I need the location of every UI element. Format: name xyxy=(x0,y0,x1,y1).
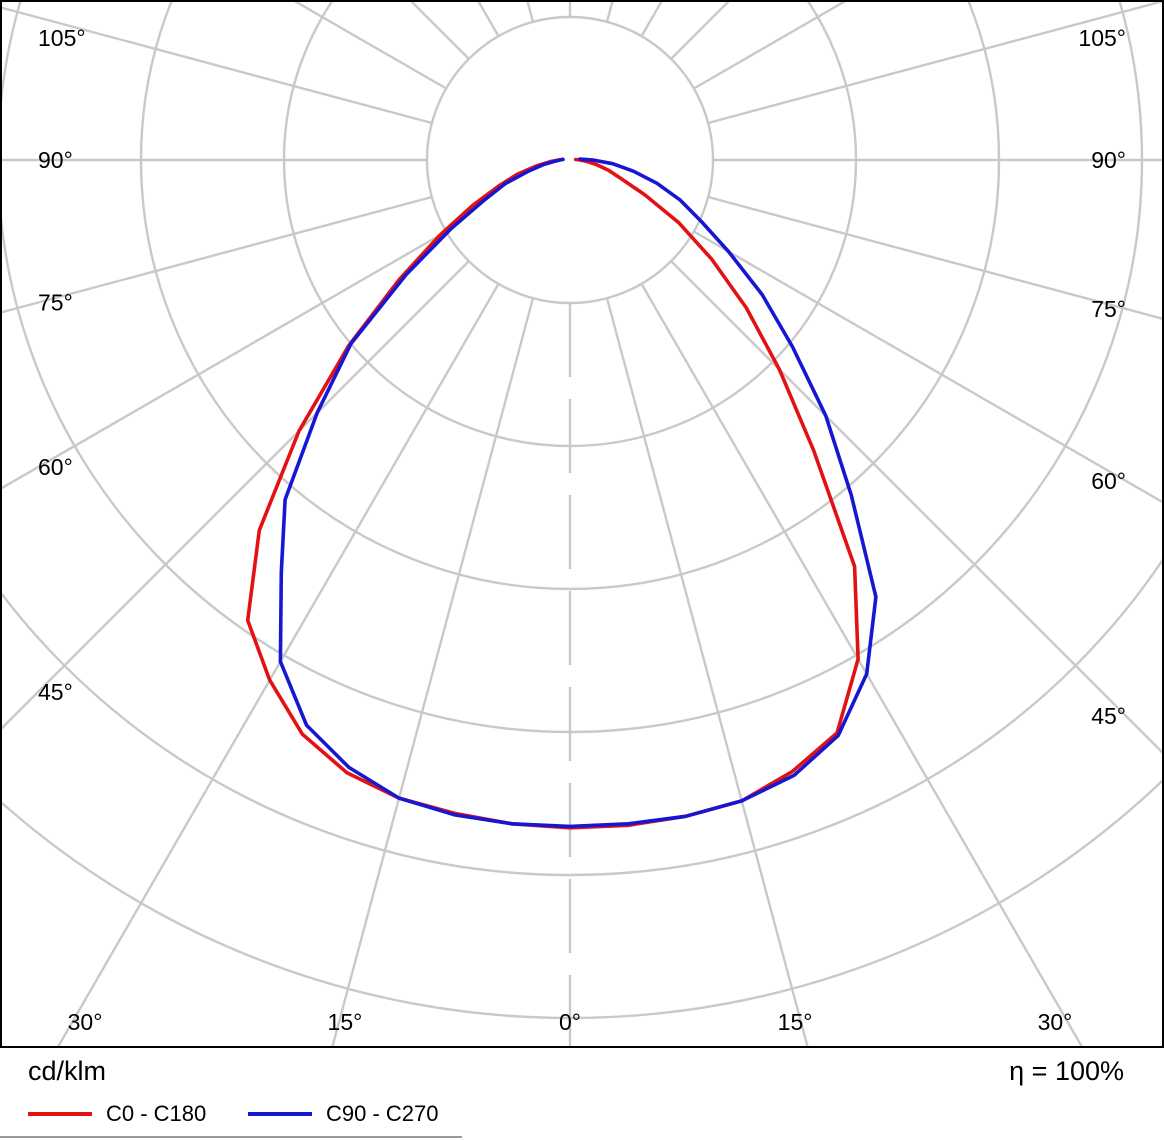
chart-footer: cd/klm η = 100% xyxy=(0,1052,1164,1092)
legend-label-c0-c180: C0 - C180 xyxy=(106,1101,207,1126)
svg-text:90°: 90° xyxy=(38,147,73,173)
svg-text:45°: 45° xyxy=(38,679,73,705)
svg-text:30°: 30° xyxy=(68,1009,103,1035)
svg-text:105°: 105° xyxy=(1078,25,1126,51)
efficiency-label: η = 100% xyxy=(1009,1056,1124,1086)
legend: C0 - C180 C90 - C270 xyxy=(0,1098,1164,1136)
svg-text:90°: 90° xyxy=(1091,147,1126,173)
legend-item-c90-c270: C90 - C270 xyxy=(248,1098,439,1130)
svg-text:15°: 15° xyxy=(778,1009,813,1035)
legend-divider xyxy=(0,1136,462,1138)
svg-text:105°: 105° xyxy=(38,25,86,51)
legend-label-c90-c270: C90 - C270 xyxy=(326,1101,439,1126)
svg-text:75°: 75° xyxy=(38,290,73,316)
svg-text:60°: 60° xyxy=(38,454,73,480)
svg-text:0°: 0° xyxy=(559,1009,581,1035)
svg-text:30°: 30° xyxy=(1038,1009,1073,1035)
polar-chart-svg: 105° 105° 90° 90° 75° 75° 60° 60° 45° 45° 30° 30° 15… xyxy=(2,2,1162,1046)
photometric-polar-diagram: 105° 105° 90° 90° 75° 75° 60° 60° 45° 45° 30° 30° 15… xyxy=(0,0,1164,1048)
c90-c270-line-swatch xyxy=(248,1112,312,1116)
radial-unit-label: cd/klm xyxy=(28,1056,107,1086)
legend-item-c0-c180: C0 - C180 xyxy=(28,1098,206,1130)
c0-c180-line-swatch xyxy=(28,1112,92,1116)
svg-text:75°: 75° xyxy=(1091,296,1126,322)
svg-text:15°: 15° xyxy=(328,1009,363,1035)
svg-text:60°: 60° xyxy=(1091,468,1126,494)
svg-text:45°: 45° xyxy=(1091,703,1126,729)
